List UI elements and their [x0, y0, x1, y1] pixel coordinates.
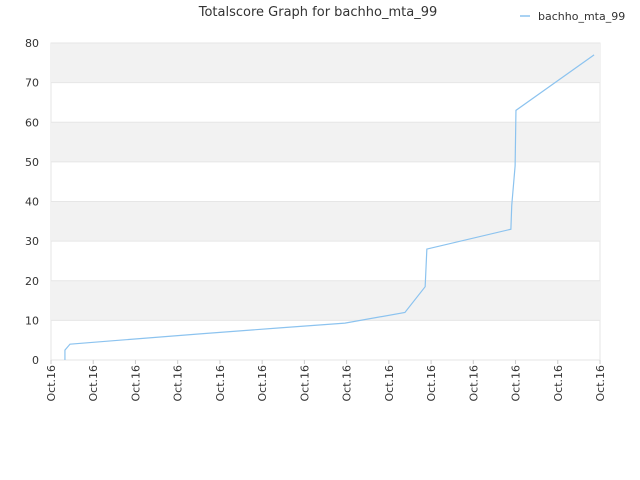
- x-tick-label: Oct.16: [87, 365, 100, 402]
- y-tick-label: 40: [25, 196, 39, 209]
- x-tick-label: Oct.16: [383, 365, 396, 402]
- y-tick-label: 70: [25, 77, 39, 90]
- x-tick-label: Oct.16: [256, 365, 269, 402]
- y-tick-label: 0: [32, 354, 39, 367]
- x-tick-label: Oct.16: [129, 365, 142, 402]
- grid-band: [51, 280, 600, 321]
- x-tick-label: Oct.16: [298, 365, 311, 402]
- y-tick-label: 60: [25, 116, 39, 129]
- y-tick-label: 10: [25, 314, 39, 327]
- y-tick-label: 50: [25, 156, 39, 169]
- y-tick-label: 30: [25, 235, 39, 248]
- x-tick-label: Oct.16: [425, 365, 438, 402]
- legend-label: bachho_mta_99: [538, 10, 625, 23]
- grid-band: [51, 43, 600, 83]
- x-tick-label: Oct.16: [341, 365, 354, 402]
- x-tick-label: Oct.16: [594, 365, 607, 402]
- grid-band: [51, 122, 600, 162]
- x-tick-label: Oct.16: [214, 365, 227, 402]
- y-tick-label: 20: [25, 275, 39, 288]
- y-tick-label: 80: [25, 37, 39, 50]
- grid-band: [51, 201, 600, 242]
- x-tick-label: Oct.16: [552, 365, 565, 402]
- x-tick-label: Oct.16: [510, 365, 523, 402]
- data-line: [64, 54, 595, 360]
- x-tick-label: Oct.16: [467, 365, 480, 402]
- chart-title: Totalscore Graph for bachho_mta_99: [198, 5, 438, 20]
- x-tick-label: Oct.16: [45, 365, 58, 402]
- x-tick-label: Oct.16: [172, 365, 185, 402]
